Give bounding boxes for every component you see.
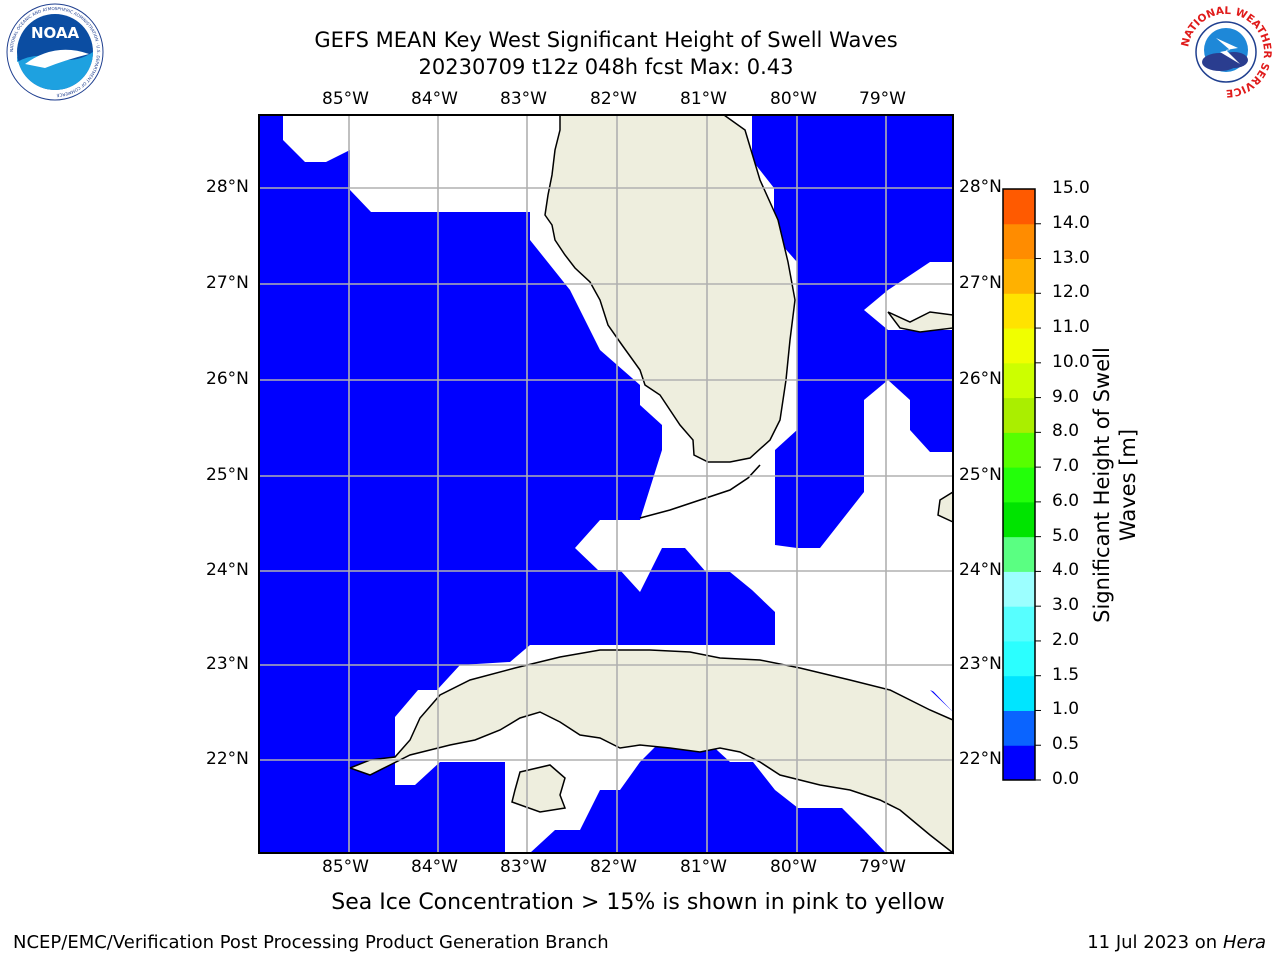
- colorbar-tick-label: 12.0: [1052, 282, 1090, 303]
- cuba-land: [347, 649, 954, 855]
- lon-tick-top: 85°W: [322, 89, 369, 109]
- lat-tick-right: 23°N: [959, 654, 1002, 674]
- colorbar-tick-label: 0.0: [1052, 769, 1080, 789]
- lat-tick-left: 22°N: [206, 749, 249, 769]
- land: [347, 114, 954, 855]
- colorbar-segment: [1003, 571, 1035, 607]
- colorbar-segment: [1003, 606, 1035, 642]
- map-frame: [258, 114, 954, 854]
- colorbar-tick-label: 8.0: [1052, 421, 1080, 442]
- noaa-logo-text: NOAA: [31, 24, 80, 42]
- colorbar: [1003, 189, 1041, 781]
- colorbar-segment: [1003, 258, 1035, 294]
- colorbar-tick-label: 2.0: [1052, 629, 1080, 650]
- colorbar-segment: [1003, 536, 1035, 572]
- nws-logo: NATIONAL WEATHER SERVICE: [1178, 4, 1274, 100]
- colorbar-segment: [1003, 467, 1035, 503]
- colorbar-tick-label: 9.0: [1052, 386, 1080, 407]
- footer-date-text: 11 Jul 2023 on: [1087, 932, 1223, 953]
- colorbar-segment: [1003, 189, 1035, 225]
- noaa-logo: NOAA NATIONAL OCEANIC AND ATMOSPHERIC AD…: [6, 3, 104, 101]
- lon-tick-top: 82°W: [590, 89, 637, 109]
- colorbar-segment: [1003, 293, 1035, 329]
- colorbar-segment: [1003, 745, 1035, 781]
- colorbar-tick-label: 10.0: [1052, 351, 1090, 372]
- plot-subtitle: 20230709 t12z 048h fcst Max: 0.43: [418, 55, 794, 79]
- colorbar-segment: [1003, 223, 1035, 260]
- sea-ice-note: Sea Ice Concentration > 15% is shown in …: [331, 890, 945, 915]
- lat-tick-right: 25°N: [959, 465, 1002, 485]
- lon-tick-bottom: 79°W: [859, 857, 906, 877]
- colorbar-segment: [1003, 328, 1035, 364]
- gridlines: [259, 115, 953, 853]
- florida-land: [544, 114, 796, 463]
- lat-tick-left: 24°N: [206, 560, 249, 580]
- colorbar-tick-label: 13.0: [1052, 247, 1090, 268]
- lon-tick-top: 81°W: [680, 89, 727, 109]
- lon-tick-bottom: 84°W: [411, 857, 458, 877]
- footer-host: Hera: [1222, 932, 1266, 953]
- footer-date: 11 Jul 2023 on Hera: [1087, 932, 1266, 953]
- colorbar-label: Significant Height of Swell Waves [m]: [1090, 347, 1140, 623]
- colorbar-tick-label: 1.0: [1052, 699, 1080, 720]
- lon-tick-bottom: 81°W: [680, 857, 727, 877]
- colorbar-tick-label: 15.0: [1052, 178, 1090, 198]
- colorbar-tick-label: 7.0: [1052, 456, 1080, 477]
- lat-tick-right: 28°N: [959, 177, 1002, 197]
- colorbar-segment: [1003, 362, 1035, 399]
- colorbar-segment: [1003, 710, 1035, 746]
- colorbar-segment: [1003, 501, 1035, 538]
- lon-tick-bottom: 85°W: [322, 857, 369, 877]
- lat-tick-right: 27°N: [959, 273, 1002, 293]
- lat-tick-right: 24°N: [959, 560, 1002, 580]
- lat-tick-left: 23°N: [206, 654, 249, 674]
- colorbar-segment: [1003, 397, 1035, 433]
- lon-tick-top: 83°W: [500, 89, 547, 109]
- lon-tick-top: 79°W: [859, 89, 906, 109]
- colorbar-segment: [1003, 675, 1035, 711]
- colorbar-tick-label: 3.0: [1052, 595, 1080, 616]
- lon-tick-bottom: 80°W: [770, 857, 817, 877]
- colorbar-tick-label: 14.0: [1052, 212, 1090, 233]
- colorbar-segment: [1003, 640, 1035, 677]
- lon-tick-top: 80°W: [770, 89, 817, 109]
- lon-tick-top: 84°W: [411, 89, 458, 109]
- footer-credit: NCEP/EMC/Verification Post Processing Pr…: [13, 932, 609, 953]
- colorbar-segment: [1003, 432, 1035, 468]
- isla-de-la-juventud-land: [511, 764, 567, 813]
- lat-tick-right: 22°N: [959, 749, 1002, 769]
- colorbar-tick-label: 6.0: [1052, 490, 1080, 511]
- lat-tick-right: 26°N: [959, 369, 1002, 389]
- lat-tick-left: 25°N: [206, 465, 249, 485]
- lon-tick-bottom: 82°W: [590, 857, 637, 877]
- colorbar-frame: [1002, 188, 1036, 781]
- lat-tick-left: 26°N: [206, 369, 249, 389]
- colorbar-tick-label: 1.5: [1052, 664, 1080, 685]
- plot-title: GEFS MEAN Key West Significant Height of…: [314, 28, 898, 52]
- lat-tick-left: 28°N: [206, 177, 249, 197]
- colorbar-tick-label: 5.0: [1052, 525, 1080, 546]
- colorbar-tick-label: 4.0: [1052, 560, 1080, 581]
- colorbar-tick-label: 0.5: [1052, 734, 1080, 755]
- colorbar-tick-label: 11.0: [1052, 317, 1090, 338]
- lat-tick-left: 27°N: [206, 273, 249, 293]
- lon-tick-bottom: 83°W: [500, 857, 547, 877]
